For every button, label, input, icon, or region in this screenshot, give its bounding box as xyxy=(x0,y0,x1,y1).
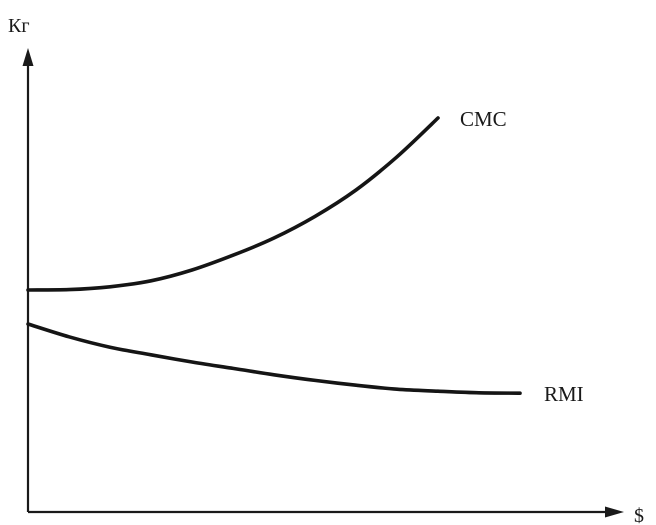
x-axis-arrow xyxy=(605,506,624,518)
series-layer: CMC RMI xyxy=(26,107,584,406)
series-label-cmc: CMC xyxy=(460,107,507,131)
y-axis-arrow xyxy=(22,48,34,66)
x-axis-label: $ xyxy=(634,505,644,525)
line-rmi xyxy=(26,322,522,395)
y-axis-label: Кг xyxy=(8,15,30,37)
series-cmc: CMC xyxy=(26,107,507,292)
series-label-rmi: RMI xyxy=(544,382,584,406)
series-rmi: RMI xyxy=(26,322,584,406)
line-cmc xyxy=(26,116,440,292)
